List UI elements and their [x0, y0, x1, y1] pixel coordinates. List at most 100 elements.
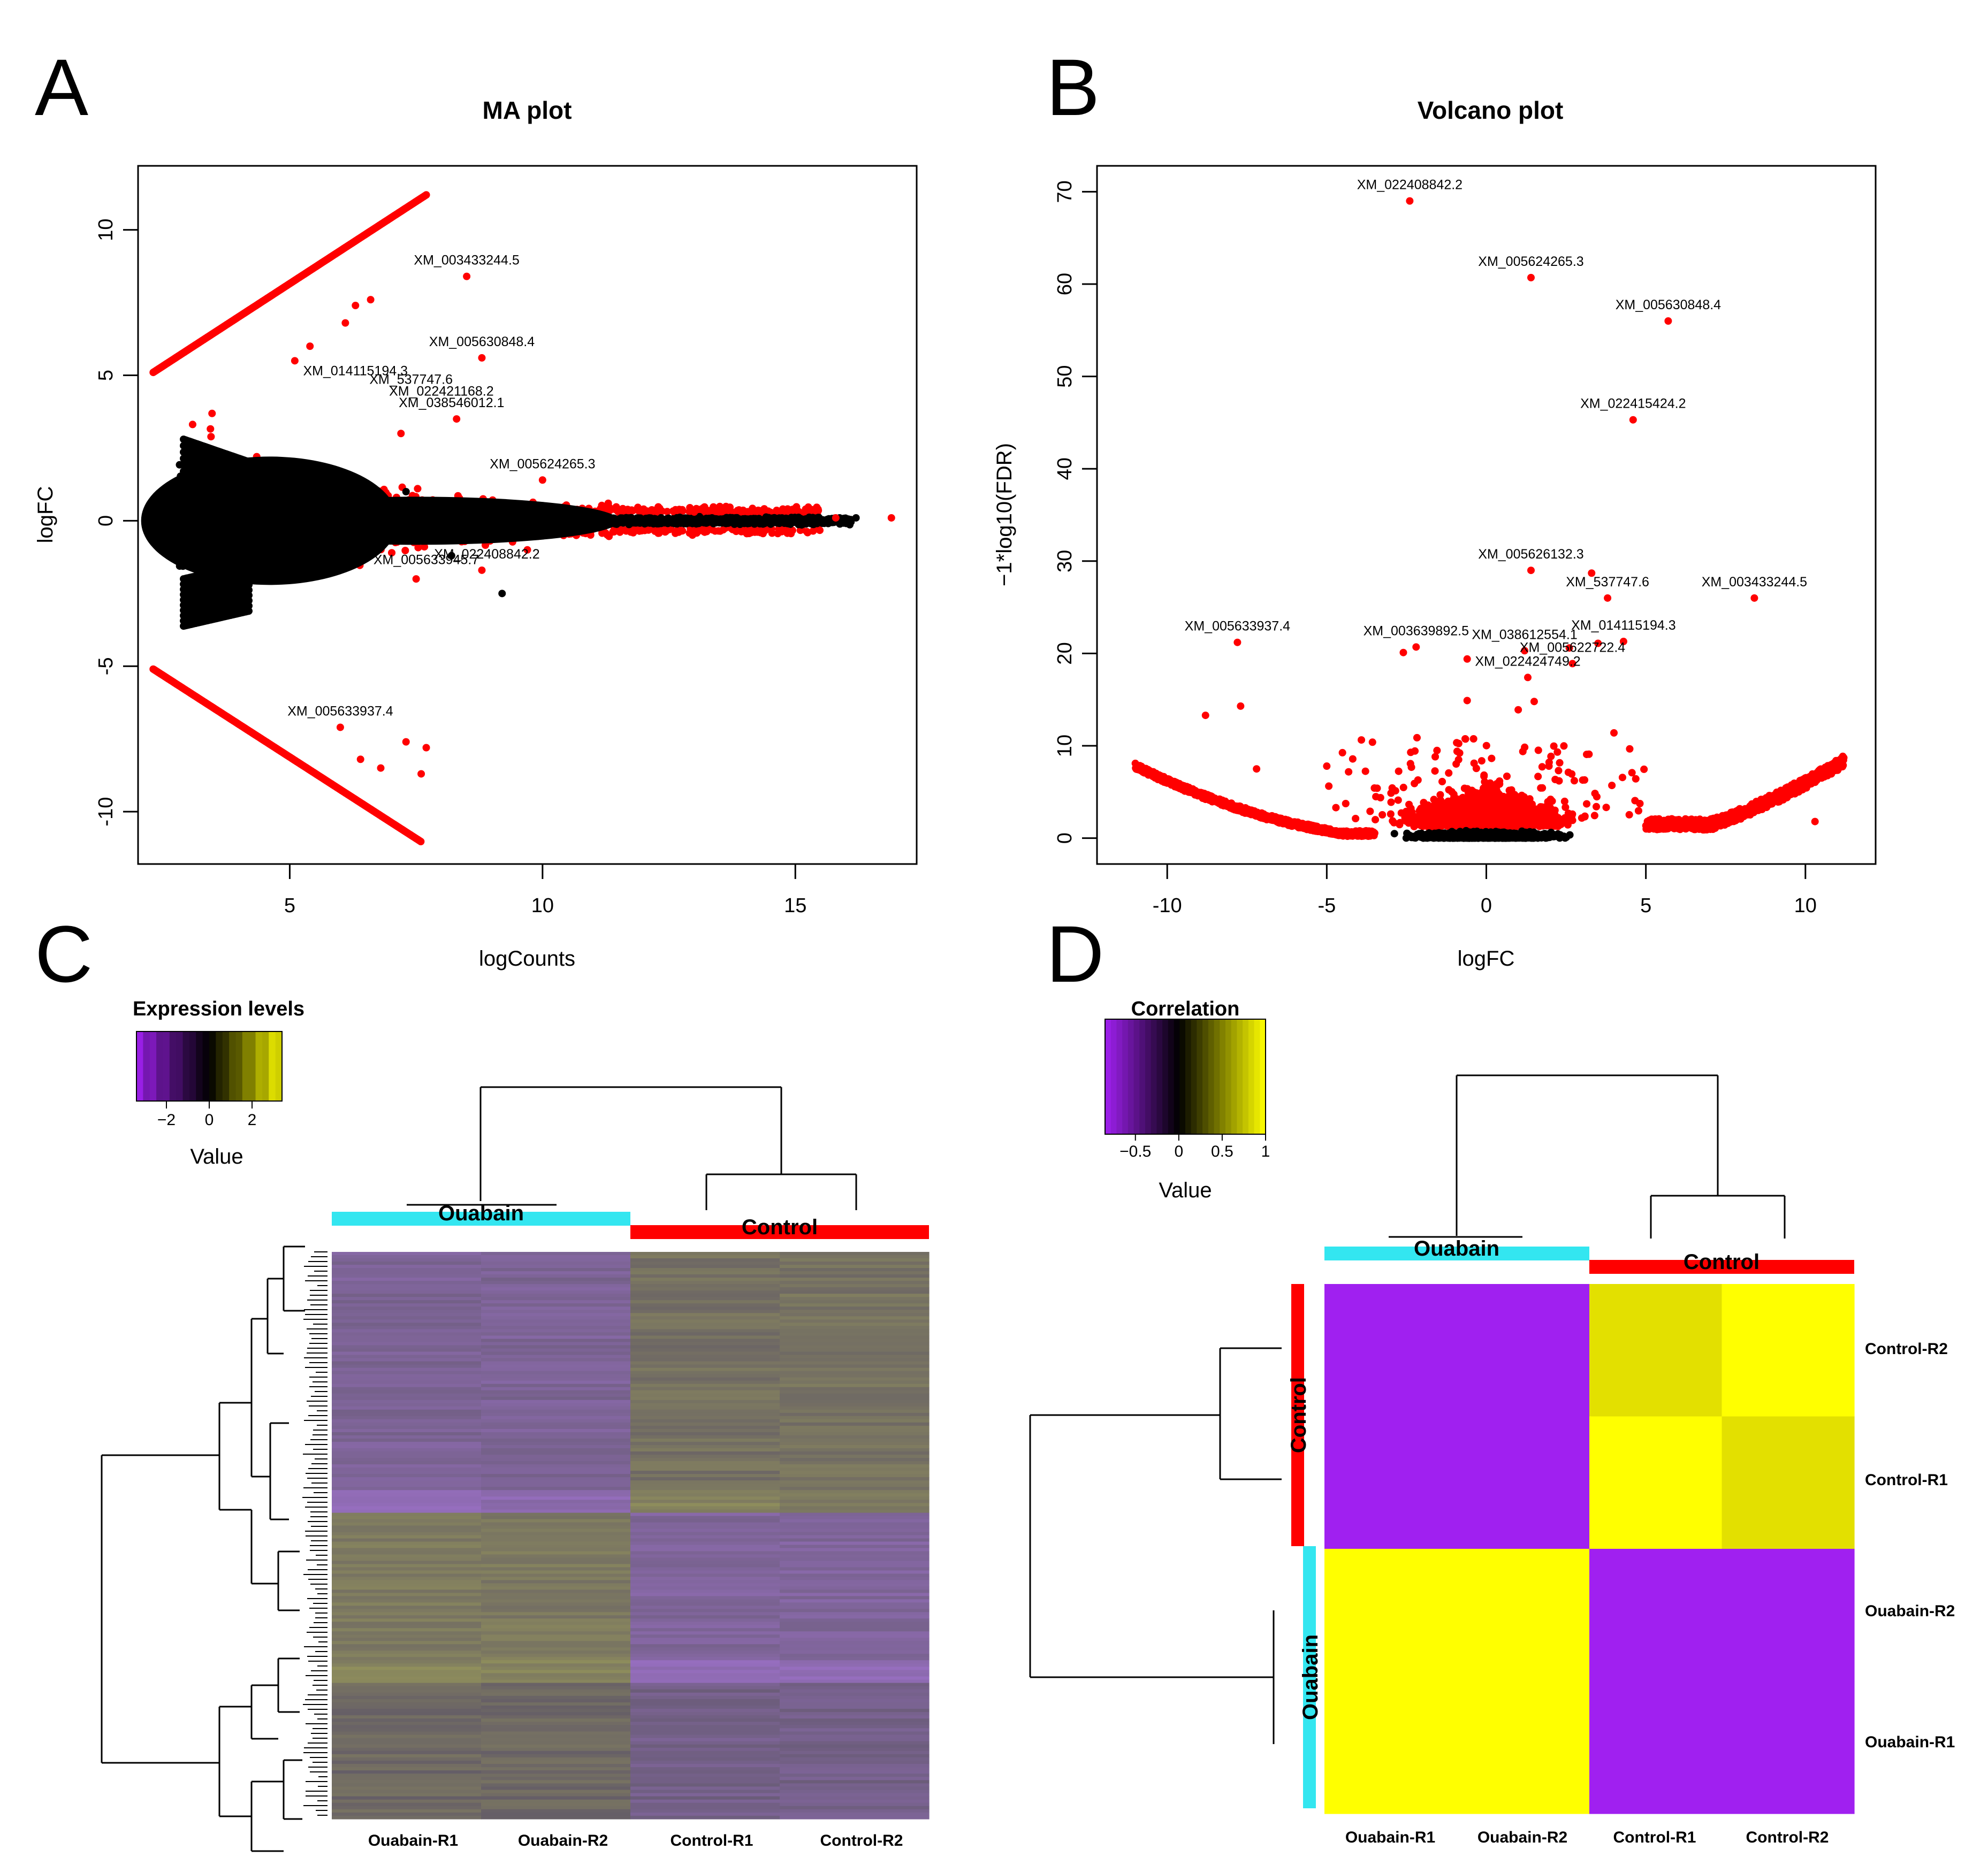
- correlation-key-tick-label: −0.5: [1119, 1143, 1151, 1160]
- expression-cell: [481, 1487, 631, 1491]
- expression-cell: [481, 1660, 631, 1664]
- expression-cell: [332, 1679, 482, 1684]
- expression-cell: [780, 1676, 930, 1680]
- expression-cell: [481, 1683, 631, 1687]
- expression-cell: [780, 1541, 930, 1546]
- expression-cell: [481, 1767, 631, 1771]
- expression-cell: [481, 1412, 631, 1417]
- vo-data-point: [1514, 706, 1522, 714]
- expression-cell: [780, 1641, 930, 1645]
- expression-cell: [332, 1793, 482, 1797]
- expression-cell: [630, 1477, 780, 1481]
- expression-cell: [630, 1760, 780, 1764]
- expression-cell: [332, 1506, 482, 1510]
- expression-cell: [481, 1738, 631, 1742]
- expression-cell: [481, 1634, 631, 1638]
- expression-cell: [630, 1809, 780, 1813]
- expression-cell: [481, 1477, 631, 1481]
- expression-cell: [332, 1519, 482, 1523]
- expression-cell: [630, 1815, 780, 1820]
- expression-cell: [780, 1774, 930, 1777]
- expression-cell: [481, 1500, 631, 1504]
- expression-cell: [630, 1281, 780, 1285]
- expression-cell: [481, 1538, 631, 1542]
- expression-cell: [780, 1278, 930, 1281]
- vo-gene-label: XM_022424749.2: [1475, 654, 1580, 669]
- expression-cell: [332, 1396, 482, 1401]
- correlation-key-frame: [1105, 1019, 1266, 1135]
- expression-cell: [630, 1564, 780, 1568]
- expression-cell: [780, 1660, 930, 1664]
- expression-cell: [481, 1503, 631, 1507]
- expression-cell: [481, 1313, 631, 1317]
- expression-cell: [332, 1586, 482, 1590]
- expression-cell: [332, 1329, 482, 1333]
- expression-cell: [780, 1268, 930, 1272]
- expression-cell: [630, 1384, 780, 1388]
- expression-cell: [332, 1467, 482, 1471]
- correlation-heatmap-cells: [1324, 1284, 1855, 1814]
- correlation-cell: [1722, 1416, 1855, 1549]
- vo-data-point: [1237, 702, 1245, 710]
- expression-cell: [630, 1480, 780, 1484]
- expression-cell: [780, 1390, 930, 1394]
- expression-cell: [332, 1496, 482, 1500]
- expression-cell: [332, 1712, 482, 1716]
- expression-cell: [630, 1722, 780, 1725]
- expression-cell: [481, 1284, 631, 1288]
- expression-cell: [481, 1255, 631, 1259]
- expression-cell: [481, 1271, 631, 1275]
- ma-data-point: [478, 354, 486, 362]
- expression-cell: [481, 1306, 631, 1310]
- expression-cell: [481, 1384, 631, 1388]
- correlation-key-swatch: [1139, 1019, 1146, 1134]
- expression-cell: [481, 1625, 631, 1629]
- expression-cell: [332, 1274, 482, 1278]
- expression-cell: [630, 1358, 780, 1362]
- correlation-legend-title: Correlation: [1131, 998, 1240, 1020]
- expression-cell: [780, 1545, 930, 1549]
- volcano-x-axis: -10 -5 0 5 10: [1153, 864, 1817, 917]
- expression-cell: [481, 1387, 631, 1391]
- expression-cell: [332, 1615, 482, 1619]
- panel-letter-c: C: [35, 909, 93, 999]
- panel-letter-d: D: [1046, 909, 1104, 999]
- expression-cell: [332, 1760, 482, 1764]
- correlation-key-swatch: [1260, 1019, 1266, 1134]
- expression-cell: [780, 1557, 930, 1562]
- expression-cell: [630, 1751, 780, 1755]
- expression-heatmap: Expression levels −2 0 2 Value Ouabain Con…: [101, 998, 930, 1852]
- correlation-row-label: Ouabain-R1: [1865, 1733, 1955, 1751]
- expression-cell: [481, 1673, 631, 1677]
- expression-cell: [780, 1377, 930, 1381]
- expression-cell: [332, 1490, 482, 1494]
- expression-cell: [481, 1535, 631, 1539]
- expression-cell: [780, 1802, 930, 1807]
- expression-cell: [780, 1441, 930, 1446]
- expression-cell: [780, 1777, 930, 1780]
- ma-data-point: [604, 499, 612, 507]
- expression-cell: [630, 1487, 780, 1491]
- vo-data-point: [1527, 567, 1535, 575]
- expression-cell: [780, 1396, 930, 1401]
- expression-cell: [630, 1522, 780, 1526]
- expression-cell: [630, 1554, 780, 1558]
- expression-cell: [780, 1361, 930, 1365]
- expression-cell: [481, 1380, 631, 1385]
- vo-gene-label: XM_022415424.2: [1580, 396, 1686, 411]
- expression-cell: [332, 1387, 482, 1391]
- expression-key-swatch: [235, 1031, 243, 1101]
- expression-cell: [780, 1425, 930, 1430]
- expression-cell: [780, 1493, 930, 1497]
- expression-cell: [780, 1329, 930, 1333]
- expression-cell: [780, 1631, 930, 1635]
- ma-x-axis-title: logCounts: [479, 947, 575, 970]
- expression-legend-value-label: Value: [190, 1145, 243, 1168]
- expression-cell: [630, 1409, 780, 1413]
- vo-data-point: [1323, 762, 1331, 770]
- correlation-key-swatch: [1237, 1019, 1243, 1134]
- expression-cell: [481, 1528, 631, 1533]
- expression-cell: [780, 1374, 930, 1378]
- ma-gene-label: XM_014115194.3: [303, 363, 408, 378]
- expression-cell: [780, 1806, 930, 1810]
